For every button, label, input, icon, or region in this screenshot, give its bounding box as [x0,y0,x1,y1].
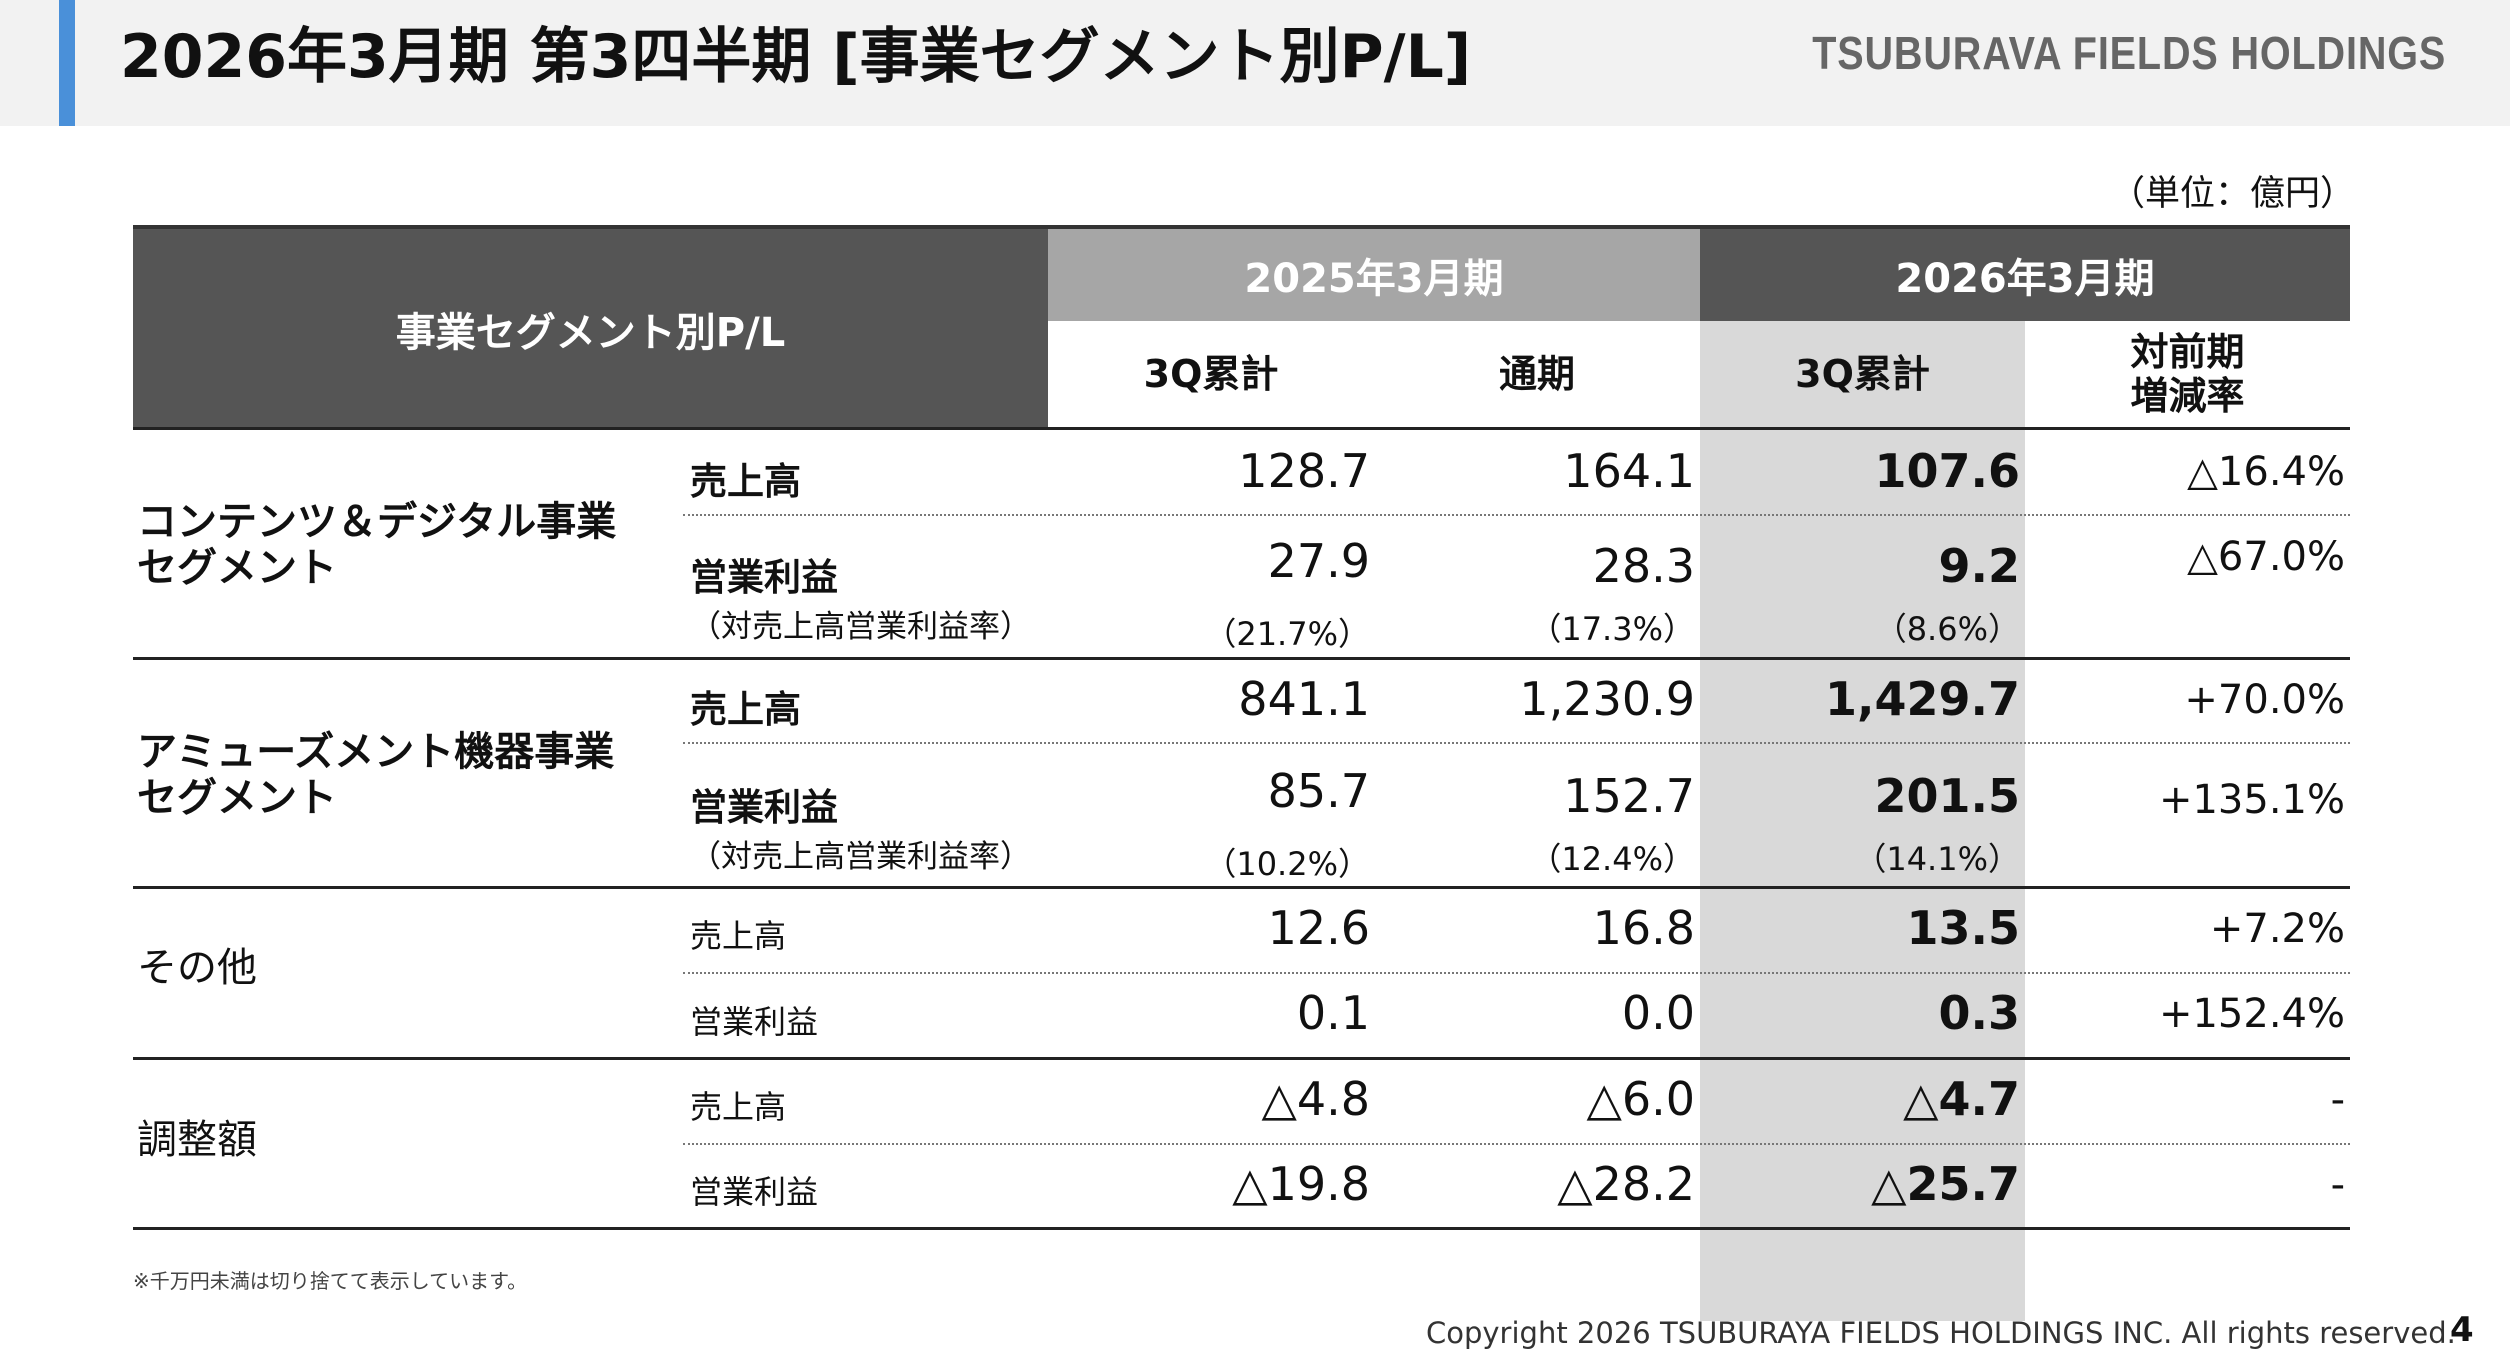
value-3q-2025: 27.9 [1267,534,1370,588]
value-3q-2026: △4.7 [1903,1072,2020,1126]
segment-name: コンテンツ＆デジタル事業 セグメント [137,499,617,591]
value-change: - [2330,1162,2345,1208]
segment-divider [133,657,2350,660]
margin-full-2025: （12.4%） [1529,840,1695,878]
table-top-border [133,225,2350,229]
header-period-2026: 2026年3月期 [1700,229,2350,321]
row-dotted-divider [683,972,2350,974]
value-3q-2026: 13.5 [1906,901,2021,955]
highlight-column-2026 [1700,321,2025,1321]
header-segment-pl: 事業セグメント別P/L [133,229,1048,429]
segment-name: アミューズメント機器事業 セグメント [137,729,615,821]
value-3q-2025: 841.1 [1238,672,1370,726]
row-label-operating-profit: 営業利益 [690,1173,819,1211]
company-logo: TSUBURAVA FIELDS HOLDINGS [1812,27,2446,79]
value-change: +7.2% [2209,906,2345,952]
row-label-sales: 売上高 [690,917,787,955]
segment-name: その他 [137,945,257,991]
value-full-2025: 152.7 [1563,769,1695,823]
value-full-2025: 1,230.9 [1519,672,1695,726]
page-number: 4 [2450,1310,2474,1350]
value-3q-2026: 0.3 [1938,986,2021,1040]
table-bottom-border [133,1227,2350,1230]
row-label-sales: 売上高 [690,688,801,731]
value-3q-2026: △25.7 [1871,1157,2020,1211]
row-label-operating-profit: 営業利益 [690,1003,819,1041]
value-full-2025: 164.1 [1563,444,1695,498]
segment-name: 調整額 [137,1117,257,1163]
slide-header: 2026年3月期 第3四半期 [事業セグメント別P/L] TSUBURAVA F… [0,0,2510,126]
copyright: Copyright 2026 TSUBURAYA FIELDS HOLDINGS… [1426,1316,2456,1350]
value-change: +70.0% [2184,677,2345,723]
value-change: △67.0% [2187,534,2345,580]
row-dotted-divider [683,514,2350,516]
header-3q-2025: 3Q累計 [1143,352,1279,397]
value-3q-2026: 201.5 [1874,769,2020,823]
value-change: △16.4% [2187,449,2345,495]
row-dotted-divider [683,1143,2350,1145]
value-3q-2025: 128.7 [1238,444,1370,498]
value-3q-2026: 107.6 [1874,444,2020,498]
value-full-2025: △28.2 [1557,1157,1695,1211]
header-divider [133,427,2350,430]
row-dotted-divider [683,742,2350,744]
row-label-margin: （対売上高営業利益率） [690,609,1031,645]
margin-3q-2025: （10.2%） [1204,845,1370,883]
margin-3q-2025: （21.7%） [1204,615,1370,653]
value-change: +152.4% [2158,991,2345,1037]
footnote: ※千万円未満は切り捨てて表示しています。 [133,1269,528,1293]
row-label-operating-profit: 営業利益 [690,786,838,829]
row-label-sales: 売上高 [690,1088,787,1126]
value-3q-2025: 0.1 [1296,986,1370,1040]
header-accent-bar [59,0,75,126]
page-title: 2026年3月期 第3四半期 [事業セグメント別P/L] [120,22,1472,92]
row-label-operating-profit: 営業利益 [690,556,838,599]
margin-full-2025: （17.3%） [1529,610,1695,648]
segment-divider [133,1057,2350,1060]
value-full-2025: 16.8 [1592,901,1695,955]
header-yoy-change: 対前期 増減率 [2130,330,2245,418]
value-full-2025: △6.0 [1586,1072,1695,1126]
segment-divider [133,886,2350,889]
header-full-year-2025: 通期 [1498,352,1575,397]
value-full-2025: 28.3 [1592,539,1695,593]
value-3q-2025: 85.7 [1267,764,1370,818]
row-label-margin: （対売上高営業利益率） [690,839,1031,875]
value-change: - [2330,1077,2345,1123]
header-period-2025: 2025年3月期 [1048,229,1700,321]
value-change: +135.1% [2158,777,2345,823]
value-3q-2026: 1,429.7 [1825,672,2020,726]
margin-3q-2026: （8.6%） [1874,610,2020,648]
header-3q-2026: 3Q累計 [1795,352,1930,397]
row-label-sales: 売上高 [690,460,801,503]
value-full-2025: 0.0 [1621,986,1695,1040]
unit-label: （単位：億円） [2110,174,2356,214]
value-3q-2025: 12.6 [1267,901,1370,955]
value-3q-2025: △19.8 [1232,1157,1370,1211]
value-3q-2025: △4.8 [1261,1072,1370,1126]
margin-3q-2026: （14.1%） [1854,840,2020,878]
value-3q-2026: 9.2 [1938,539,2021,593]
